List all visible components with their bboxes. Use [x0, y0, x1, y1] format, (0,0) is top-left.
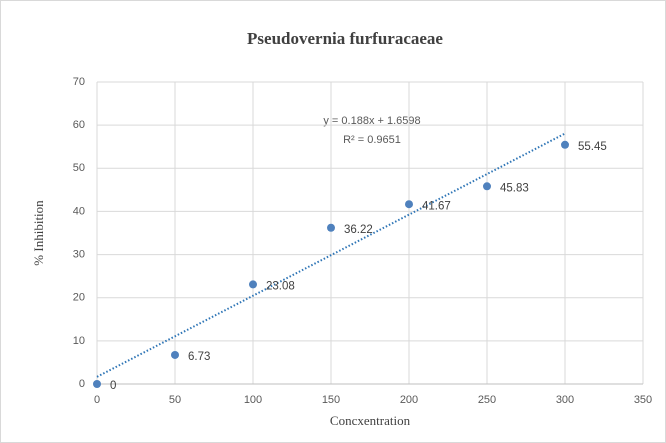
y-tick-label: 10 [73, 335, 85, 347]
data-label: 55.45 [578, 141, 607, 153]
y-tick-label: 70 [73, 76, 85, 88]
point [327, 223, 335, 232]
point [561, 140, 569, 149]
x-axis-title: Concxentration [330, 413, 411, 428]
x-tick-label: 100 [244, 394, 262, 406]
x-tick-label: 350 [634, 394, 652, 406]
y-tick-label: 0 [79, 378, 85, 390]
trendline-equation: y = 0.188x + 1.6598 [323, 115, 420, 127]
y-tick-label: 30 [73, 248, 85, 260]
x-tick-label: 200 [400, 394, 418, 406]
x-tick-label: 300 [556, 394, 574, 406]
data-label: 23.08 [266, 280, 295, 292]
x-tick-label: 0 [94, 394, 100, 406]
point [249, 280, 257, 289]
x-tick-label: 50 [169, 394, 181, 406]
y-tick-label: 40 [73, 205, 85, 217]
y-axis-title: % Inhibition [31, 200, 46, 266]
point [405, 200, 413, 209]
x-tick-label: 250 [478, 394, 496, 406]
y-tick-label: 20 [73, 292, 85, 304]
point [483, 182, 491, 191]
data-label: 6.73 [188, 351, 210, 363]
y-tick-label: 60 [73, 119, 85, 131]
y-tick-label: 50 [73, 162, 85, 174]
trendline [96, 132, 566, 378]
point [171, 350, 179, 359]
trendline-r2: R² = 0.9651 [343, 134, 401, 146]
data-label: 41.67 [422, 200, 451, 212]
chart-title: Pseudovernia furfuracaeae [247, 29, 443, 48]
data-label: 36.22 [344, 224, 373, 236]
data-label: 0 [110, 380, 116, 392]
x-tick-label: 150 [322, 394, 340, 406]
point [93, 380, 101, 388]
data-label: 45.83 [500, 182, 529, 194]
